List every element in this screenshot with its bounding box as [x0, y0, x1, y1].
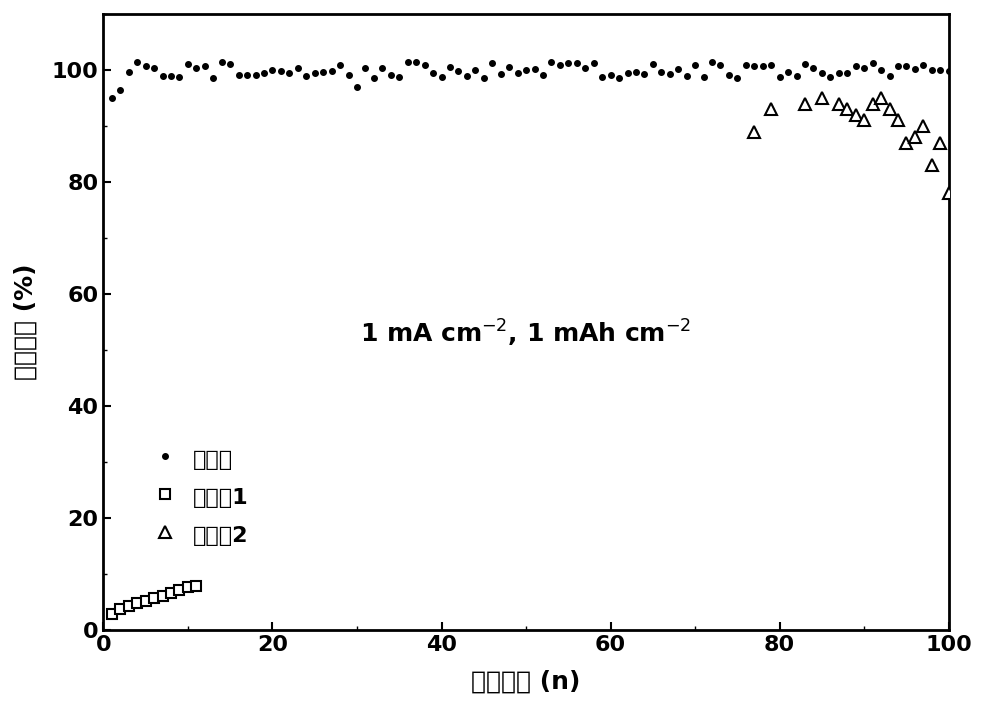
对照组2 — [909, 133, 921, 141]
X-axis label: 循环圈数 (n): 循环圈数 (n) — [471, 669, 581, 693]
对照组2 — [841, 105, 853, 113]
Text: 1 mA cm$^{-2}$, 1 mAh cm$^{-2}$: 1 mA cm$^{-2}$, 1 mAh cm$^{-2}$ — [361, 317, 691, 349]
对照组2 — [816, 94, 828, 103]
Y-axis label: 库伦效率 (%): 库伦效率 (%) — [14, 264, 37, 380]
对照组1 — [148, 594, 160, 602]
Legend: 实验组, 对照组1, 对照组2: 实验组, 对照组1, 对照组2 — [140, 436, 257, 558]
对照组2 — [926, 161, 938, 170]
对照组1 — [114, 604, 126, 613]
对照组1 — [165, 588, 176, 597]
对照组2 — [799, 99, 810, 107]
实验组 — [909, 64, 921, 73]
对照组2 — [765, 105, 777, 113]
实验组 — [106, 94, 117, 103]
对照组2 — [943, 189, 954, 197]
对照组1 — [182, 583, 194, 592]
对照组2 — [892, 116, 904, 124]
对照组2 — [850, 110, 862, 119]
实验组 — [266, 65, 278, 74]
对照组1 — [140, 597, 152, 605]
对照组2 — [748, 127, 760, 136]
对照组1 — [106, 609, 117, 618]
实验组 — [537, 71, 549, 79]
对照组2 — [833, 99, 845, 107]
Line: 实验组: 实验组 — [109, 59, 951, 100]
对照组2 — [867, 99, 879, 107]
对照组1 — [190, 581, 202, 590]
对照组1 — [123, 602, 135, 611]
对照组2 — [876, 94, 887, 103]
对照组2 — [935, 139, 947, 147]
实验组 — [604, 71, 616, 79]
对照组2 — [900, 139, 912, 147]
对照组2 — [883, 105, 895, 113]
对照组1 — [157, 591, 169, 600]
对照组2 — [917, 122, 929, 130]
实验组 — [883, 72, 895, 81]
对照组1 — [131, 600, 143, 608]
实验组 — [706, 57, 718, 66]
对照组1 — [174, 586, 185, 595]
Line: 对照组2: 对照组2 — [748, 92, 955, 199]
Line: 对照组1: 对照组1 — [107, 580, 201, 619]
实验组 — [301, 71, 313, 80]
实验组 — [943, 67, 954, 76]
对照组2 — [858, 116, 870, 124]
